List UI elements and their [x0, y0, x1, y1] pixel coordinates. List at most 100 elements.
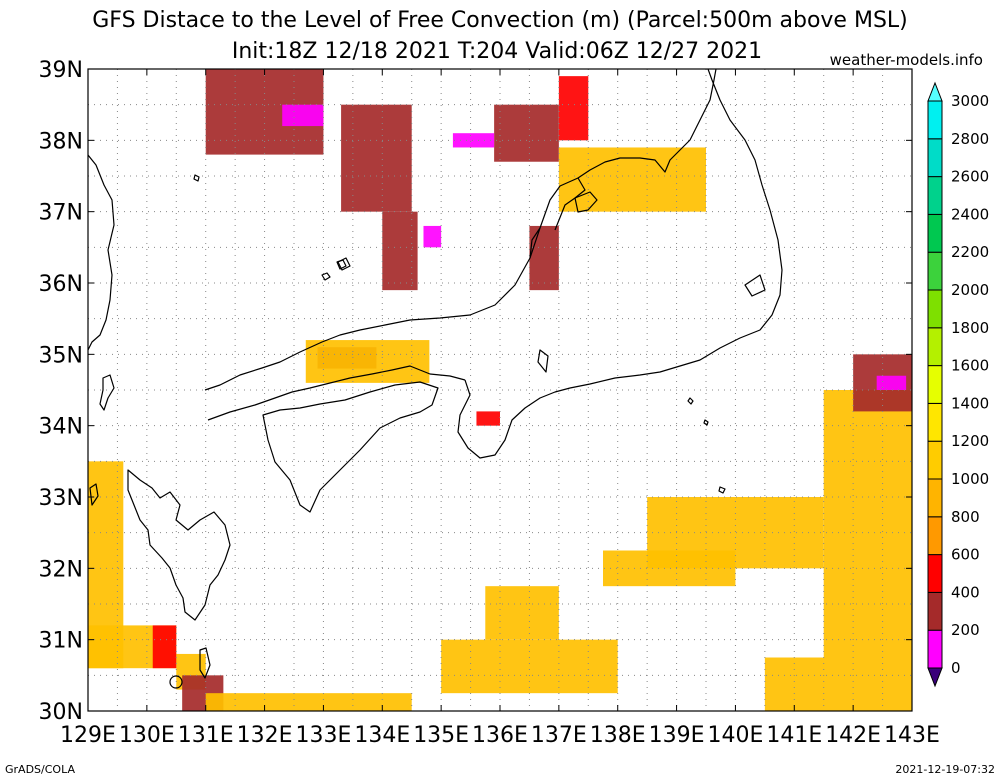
colorbar-label: 2400: [951, 205, 989, 223]
colorbar-label: 1200: [951, 432, 989, 450]
lat-label: 36N: [39, 272, 83, 297]
yakushima-coastline: [169, 675, 183, 689]
colorbar-label: 1600: [951, 357, 989, 375]
goto-coastline: [89, 483, 99, 506]
colorbar-swatch: [927, 289, 943, 329]
lon-label: 136E: [472, 723, 528, 748]
awaji-coastline: [537, 349, 549, 373]
noto-coastline: [529, 227, 541, 259]
lfc-region-1000: [485, 586, 559, 640]
lon-label: 137E: [531, 723, 587, 748]
oki-coastline: [337, 257, 351, 271]
footer-software: GrADS/COLA: [5, 763, 75, 776]
lon-label: 139E: [649, 723, 705, 748]
shikoku-coastline: [262, 381, 439, 513]
lon-label: 143E: [884, 723, 940, 748]
lfc-region-400: [494, 104, 559, 162]
colorbar-label: 0: [951, 659, 961, 677]
lfc-shading: [88, 69, 912, 711]
islet-coastline: [193, 174, 200, 182]
lon-label: 133E: [295, 723, 351, 748]
lfc-region-600: [476, 411, 500, 426]
islet-coastline: [321, 272, 331, 281]
colorbar-label: 400: [951, 583, 980, 601]
colorbar-swatch: [927, 176, 943, 215]
colorbar-label: 200: [951, 621, 980, 639]
colorbar-label: 800: [951, 508, 980, 526]
lfc-region-600: [152, 625, 177, 669]
coastlines: [88, 69, 783, 689]
tanegashima-coastline: [199, 647, 211, 679]
hachijo-coastline: [718, 486, 726, 494]
lfc-region-1000: [558, 147, 706, 212]
colorbar-max-arrow: [927, 81, 943, 102]
colorbar: [927, 81, 943, 688]
lfc-region-600: [558, 76, 589, 141]
lat-label: 38N: [39, 129, 83, 154]
lat-label: 32N: [39, 557, 83, 582]
tsushima-coastline: [99, 374, 115, 411]
colorbar-swatch: [927, 591, 943, 631]
lfc-region-400: [341, 104, 412, 212]
lat-label: 31N: [39, 629, 83, 654]
lat-label: 37N: [39, 201, 83, 226]
colorbar-swatch: [927, 138, 943, 178]
lfc-region-200: [876, 375, 907, 390]
colorbar-label: 1800: [951, 319, 989, 337]
izu-island-coastline: [687, 397, 694, 405]
lon-label: 131E: [178, 723, 234, 748]
colorbar-swatch: [927, 554, 943, 593]
colorbar-swatch: [927, 327, 943, 367]
lat-label: 39N: [39, 58, 83, 83]
colorbar-label: 2200: [951, 243, 989, 261]
lon-label: 129E: [60, 723, 116, 748]
izu-island-coastline: [703, 419, 709, 426]
colorbar-min-arrow: [927, 667, 943, 688]
honshu-north-coast: [577, 69, 717, 179]
colorbar-swatch: [927, 251, 943, 291]
lon-label: 138E: [590, 723, 646, 748]
longitude-labels: 129E 130E 131E 132E 133E 134E 135E 136E 137E 138E…: [60, 723, 940, 748]
lat-label: 34N: [39, 415, 83, 440]
colorbar-swatch: [927, 213, 943, 253]
colorbar-label: 1400: [951, 394, 989, 412]
lfc-region-200: [452, 133, 495, 148]
latitude-labels: 39N 38N 37N 36N 35N 34N 33N 32N 31N 30N: [39, 58, 83, 725]
lat-label: 35N: [39, 343, 83, 368]
lat-label: 30N: [39, 700, 83, 725]
footer-timestamp: 2021-12-19-07:32: [895, 763, 995, 776]
chart-title: GFS Distace to the Level of Free Convect…: [92, 8, 908, 33]
colorbar-labels: 3000280026002400220020001800160014001200…: [951, 92, 989, 677]
setouchi-coast: [207, 365, 466, 421]
colorbar-label: 600: [951, 546, 980, 564]
lon-label: 132E: [237, 723, 293, 748]
colorbar-swatch: [927, 629, 943, 669]
colorbar-label: 2800: [951, 130, 989, 148]
boso-coastline: [744, 274, 766, 297]
lfc-region-400: [529, 225, 559, 291]
lon-label: 130E: [119, 723, 175, 748]
colorbar-label: 1000: [951, 470, 989, 488]
lon-label: 142E: [825, 723, 881, 748]
lfc-region-1000: [823, 390, 912, 658]
lon-label: 141E: [766, 723, 822, 748]
lon-label: 135E: [413, 723, 469, 748]
colorbar-label: 2600: [951, 168, 989, 186]
honshu-east-coast: [457, 69, 783, 459]
lfc-region-200: [282, 104, 324, 127]
korea-coastline: [88, 154, 115, 351]
colorbar-label: 3000: [951, 92, 989, 110]
site-credit: weather-models.info: [830, 51, 983, 69]
colorbar-swatch: [927, 402, 943, 442]
lfc-region-400: [382, 211, 418, 291]
honshu-west-coast: [204, 177, 586, 391]
lfc-region-1000: [205, 693, 412, 711]
lon-label: 140E: [707, 723, 763, 748]
colorbar-swatch: [927, 440, 943, 480]
colorbar-label: 2000: [951, 281, 989, 299]
lfc-region-1000: [305, 340, 430, 383]
lfc-region-1000: [764, 657, 912, 711]
colorbar-swatch: [927, 365, 943, 404]
sado-coastline: [574, 191, 598, 213]
